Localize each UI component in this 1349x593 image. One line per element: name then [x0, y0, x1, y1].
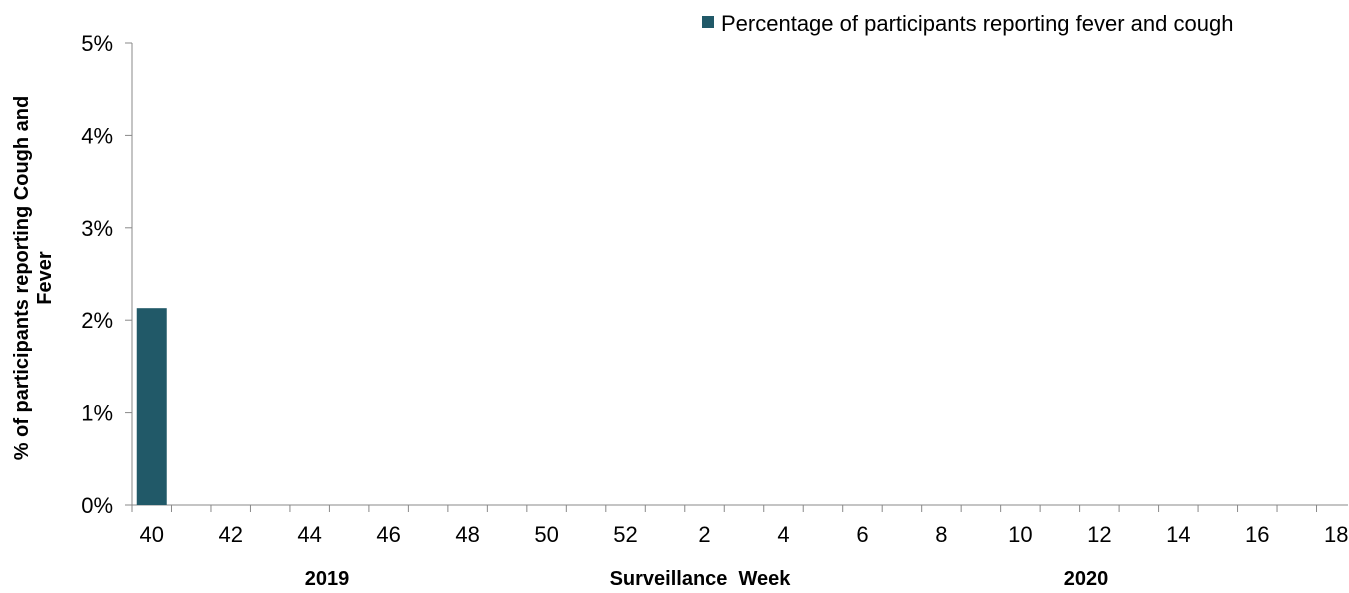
y-axis-title-line: Fever	[34, 251, 56, 305]
x-axis: 40 42 44 46 48 50 52 2 4 6 8 10 12 14 16 18	[131, 504, 1349, 547]
legend-swatch	[702, 16, 714, 28]
x-tick-label: 12	[1087, 522, 1111, 547]
x-tick-label: 52	[613, 522, 637, 547]
year-label-2019: 2019	[305, 568, 350, 588]
x-tick-label: 44	[297, 522, 321, 547]
y-tick-label: 4%	[81, 123, 113, 148]
x-tick-label: 18	[1324, 522, 1348, 547]
y-axis: 0% 1% 2% 3% 4% 5%	[81, 31, 133, 518]
y-tick-label: 3%	[81, 216, 113, 241]
x-tick-label: 10	[1008, 522, 1032, 547]
x-tick-label: 14	[1166, 522, 1190, 547]
y-tick-label: 1%	[81, 401, 113, 426]
y-tick-label: 0%	[81, 493, 113, 518]
x-tick-label: 8	[935, 522, 947, 547]
legend-label: Percentage of participants reporting fev…	[721, 11, 1233, 36]
bar	[136, 308, 167, 505]
y-axis-title: % of participants reporting Cough and Fev…	[11, 96, 56, 460]
x-tick-label: 48	[455, 522, 479, 547]
x-tick-label: 42	[218, 522, 242, 547]
x-tick-label: 2	[698, 522, 710, 547]
x-tick-label: 50	[534, 522, 558, 547]
x-tick-label: 40	[139, 522, 163, 547]
x-axis-title: Surveillance Week	[610, 568, 792, 588]
x-tick-label: 16	[1245, 522, 1269, 547]
y-tick-label: 2%	[81, 308, 113, 333]
x-tick-label: 46	[376, 522, 400, 547]
x-tick-label: 6	[856, 522, 868, 547]
x-tick-label: 4	[777, 522, 789, 547]
year-label-2020: 2020	[1064, 568, 1109, 588]
y-axis-title-line: % of participants reporting Cough and	[11, 96, 33, 460]
chart-legend: Percentage of participants reporting fev…	[702, 11, 1233, 36]
bars	[136, 308, 167, 505]
y-tick-label: 5%	[81, 31, 113, 56]
